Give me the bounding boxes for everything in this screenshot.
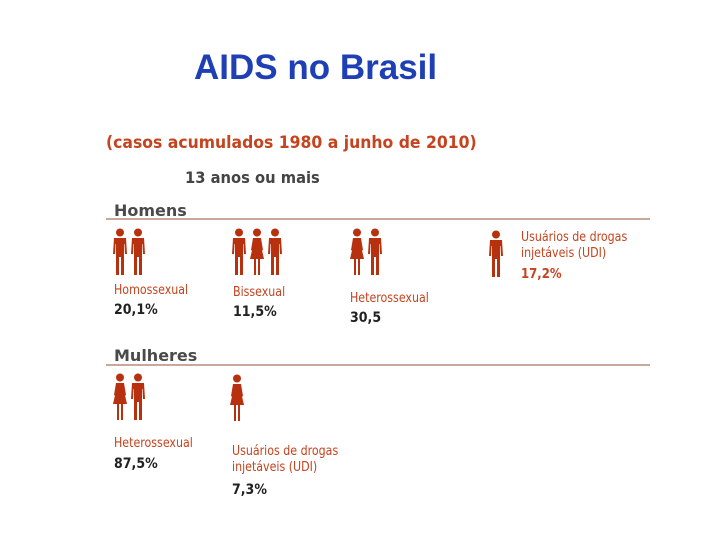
section-title-homens: Homens [114,201,187,220]
category-udi-homens [488,230,506,278]
figure-group [349,228,385,276]
man-icon [268,228,282,275]
category-label-line: injetáveis (UDI) [521,246,607,261]
category-value: 87,5% [114,456,158,472]
woman-icon [113,373,127,420]
category-label: Heterossexual [350,291,429,306]
woman-icon [250,228,264,275]
figure-group [229,374,247,422]
category-value: 17,2% [521,267,562,282]
category-label-line: Usuários de drogas [521,230,628,245]
figure-group [112,228,148,276]
category-value: 30,5 [350,310,382,326]
category-label-line: injetáveis (UDI) [232,460,318,475]
man-icon [113,228,127,275]
category-heterossexual-homens [349,228,385,276]
man-icon [489,230,503,277]
category-label-line: Usuários de drogas [232,444,339,459]
category-label: Homossexual [114,283,189,298]
category-bissexual [231,228,285,276]
chart-subtitle: (casos acumulados 1980 a junho de 2010) [106,133,477,153]
figure-group [488,230,506,278]
section-divider [106,364,650,366]
category-value: 11,5% [233,304,277,320]
category-label: Usuários de drogas injetáveis (UDI) [521,230,627,262]
figure-group [112,373,148,421]
section-title-mulheres: Mulheres [114,346,198,365]
category-label: Heterossexual [114,436,193,451]
category-label: Bissexual [233,285,286,300]
category-value: 20,1% [114,302,158,318]
category-label: Usuários de drogas injetáveis (UDI) [232,444,338,476]
category-udi-mulheres [229,374,247,422]
woman-icon [230,374,244,421]
slide-title: AIDS no Brasil [194,48,438,87]
category-heterossexual-mulheres [112,373,148,421]
man-icon [232,228,246,275]
man-icon [131,228,145,275]
figure-group [231,228,285,276]
category-homossexual [112,228,148,276]
category-value: 7,3% [232,482,267,498]
section-divider [106,218,650,220]
age-group-label: 13 anos ou mais [185,168,320,187]
man-icon [368,228,382,275]
man-icon [131,373,145,420]
woman-icon [350,228,364,275]
